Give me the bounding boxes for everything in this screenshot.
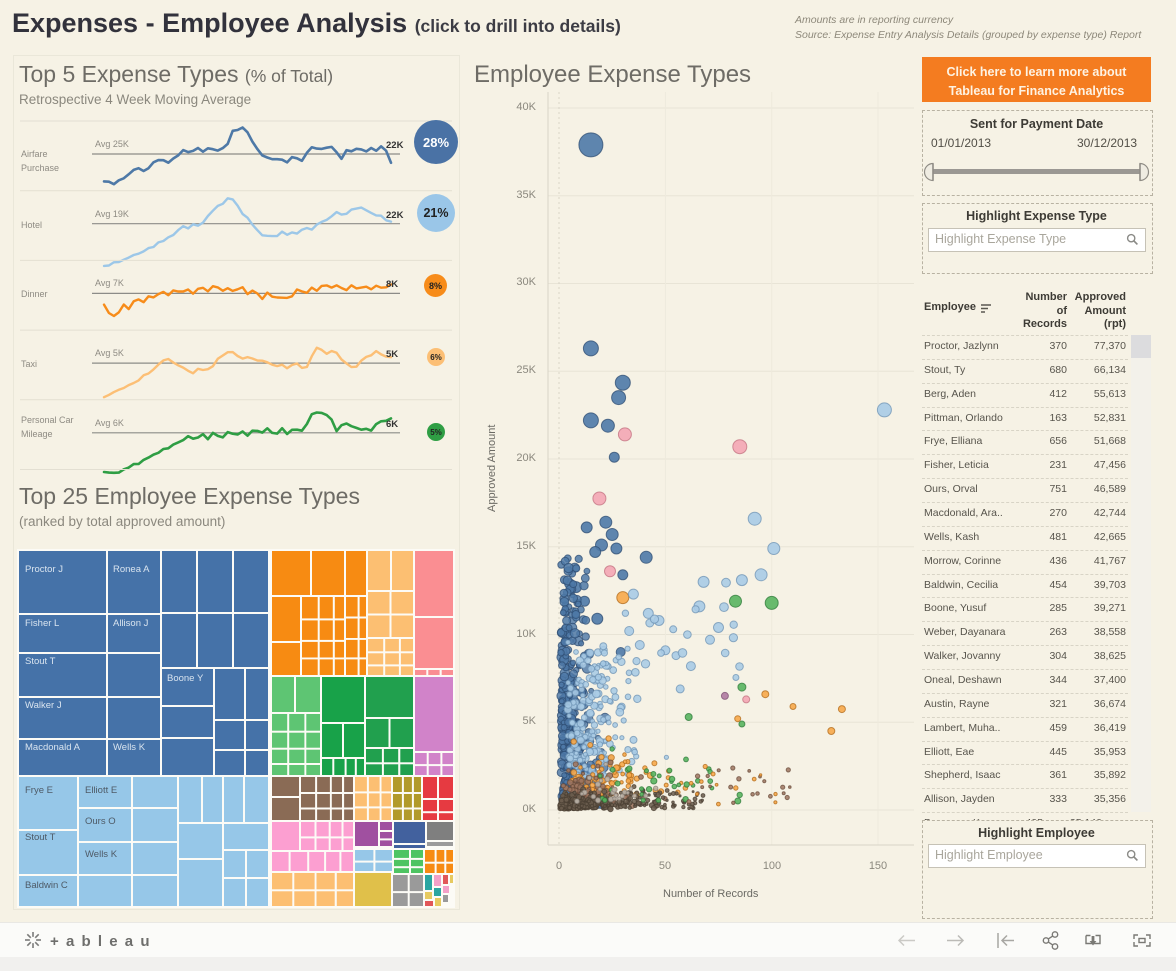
svg-text:Ronea A: Ronea A — [113, 564, 150, 575]
svg-text:Fisher L: Fisher L — [25, 618, 59, 629]
svg-text:Wells K: Wells K — [113, 742, 146, 753]
svg-text:Allison J: Allison J — [113, 618, 149, 629]
svg-text:Ours O: Ours O — [85, 816, 116, 827]
svg-text:Elliott E: Elliott E — [85, 785, 117, 796]
svg-text:Walker J: Walker J — [25, 700, 62, 711]
svg-text:Macdonald A: Macdonald A — [25, 742, 81, 753]
svg-text:Proctor J: Proctor J — [25, 564, 63, 575]
svg-text:Boone Y: Boone Y — [167, 673, 204, 684]
svg-text:Wells K: Wells K — [85, 849, 118, 860]
svg-text:Stout T: Stout T — [25, 832, 56, 843]
svg-text:Frye E: Frye E — [25, 785, 53, 796]
svg-text:Baldwin C: Baldwin C — [25, 880, 68, 891]
svg-text:Stout T: Stout T — [25, 656, 56, 667]
svg-text:+ableau: +ableau — [50, 933, 152, 950]
